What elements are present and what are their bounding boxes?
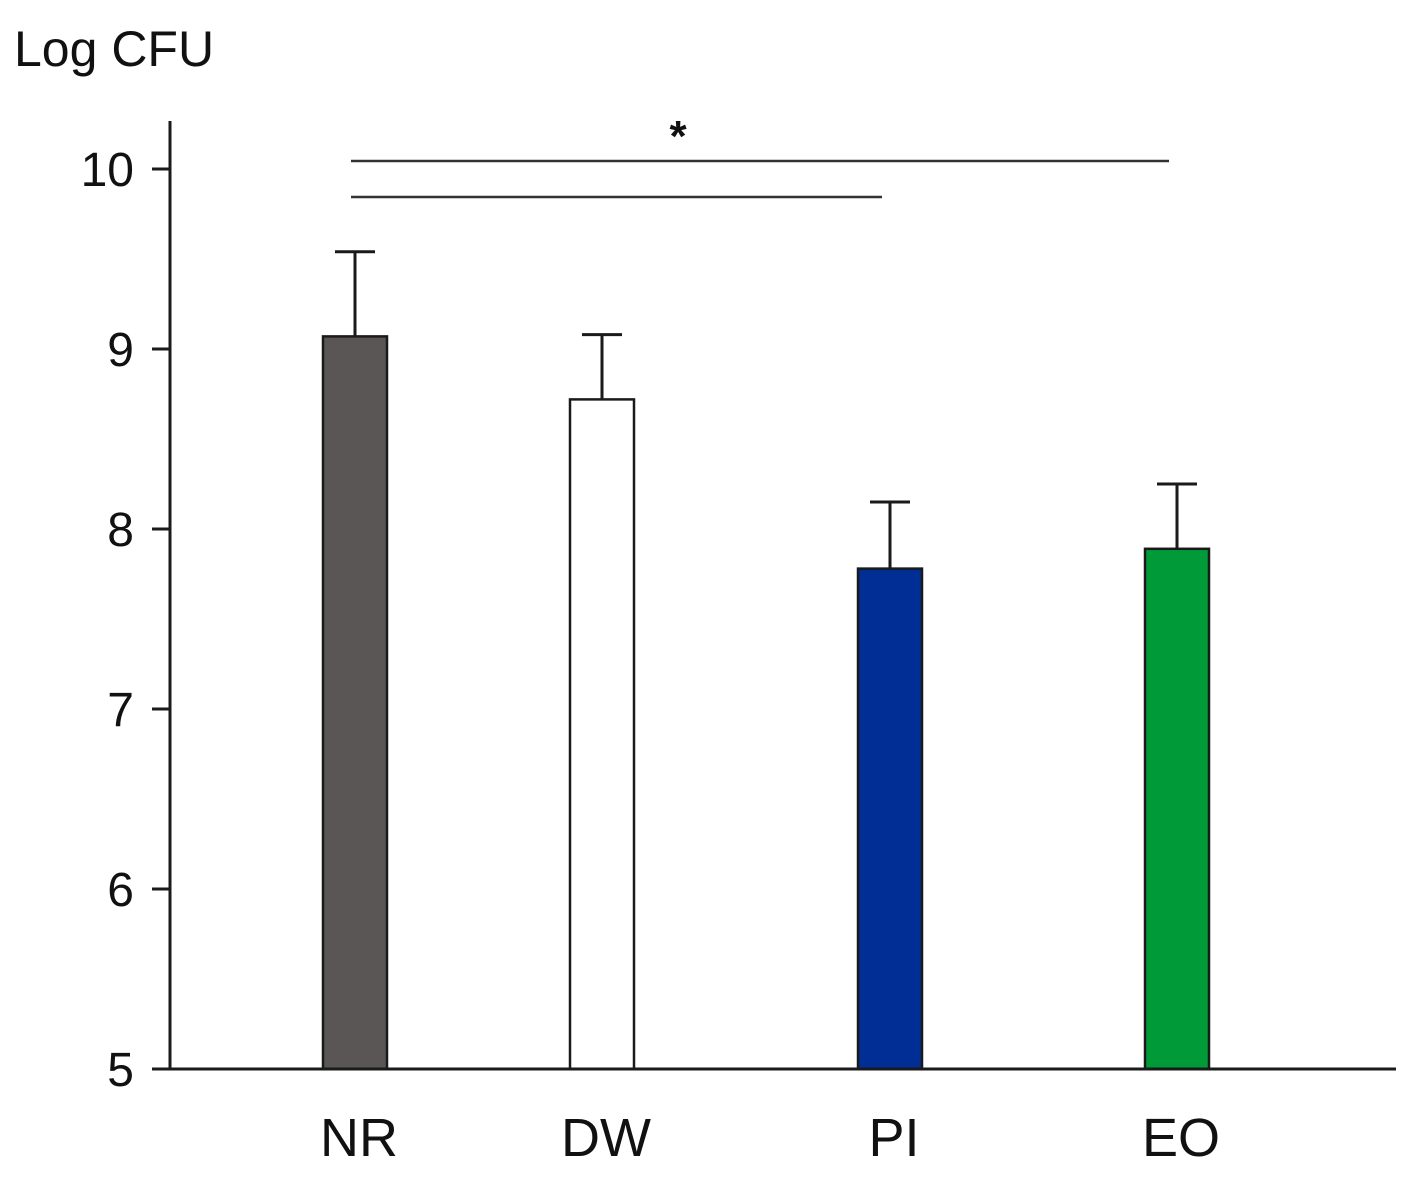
y-tick-label: 8 bbox=[107, 504, 134, 557]
error-bar-pi bbox=[870, 500, 910, 569]
y-ticks-layer: 5 6 7 8 9 10 bbox=[81, 144, 170, 1097]
y-tick-label: 5 bbox=[107, 1044, 134, 1097]
x-category-label-nr: NR bbox=[320, 1108, 398, 1168]
x-category-labels: NR DW PI EO bbox=[320, 1108, 1220, 1168]
error-bars-layer bbox=[335, 250, 1197, 569]
bar-nr bbox=[321, 335, 389, 1071]
y-tick-label: 7 bbox=[107, 684, 134, 737]
bars-layer bbox=[321, 335, 1211, 1071]
axes-layer bbox=[152, 121, 1396, 1071]
y-tick-label: 10 bbox=[81, 144, 134, 197]
error-bar-eo bbox=[1157, 482, 1197, 549]
error-bar-dw bbox=[582, 333, 622, 400]
significance-layer: * bbox=[351, 112, 1169, 199]
x-category-label-pi: PI bbox=[868, 1108, 919, 1168]
x-category-label-eo: EO bbox=[1142, 1108, 1220, 1168]
x-category-label-dw: DW bbox=[561, 1108, 651, 1168]
y-tick-label: 6 bbox=[107, 864, 134, 917]
y-axis-label: Log CFU bbox=[14, 21, 214, 77]
error-bar-nr bbox=[335, 250, 375, 337]
bar-pi bbox=[856, 567, 924, 1071]
significance-star: * bbox=[669, 112, 687, 161]
bar-eo bbox=[1143, 547, 1211, 1071]
bar-dw bbox=[568, 398, 636, 1071]
y-tick-label: 9 bbox=[107, 324, 134, 377]
